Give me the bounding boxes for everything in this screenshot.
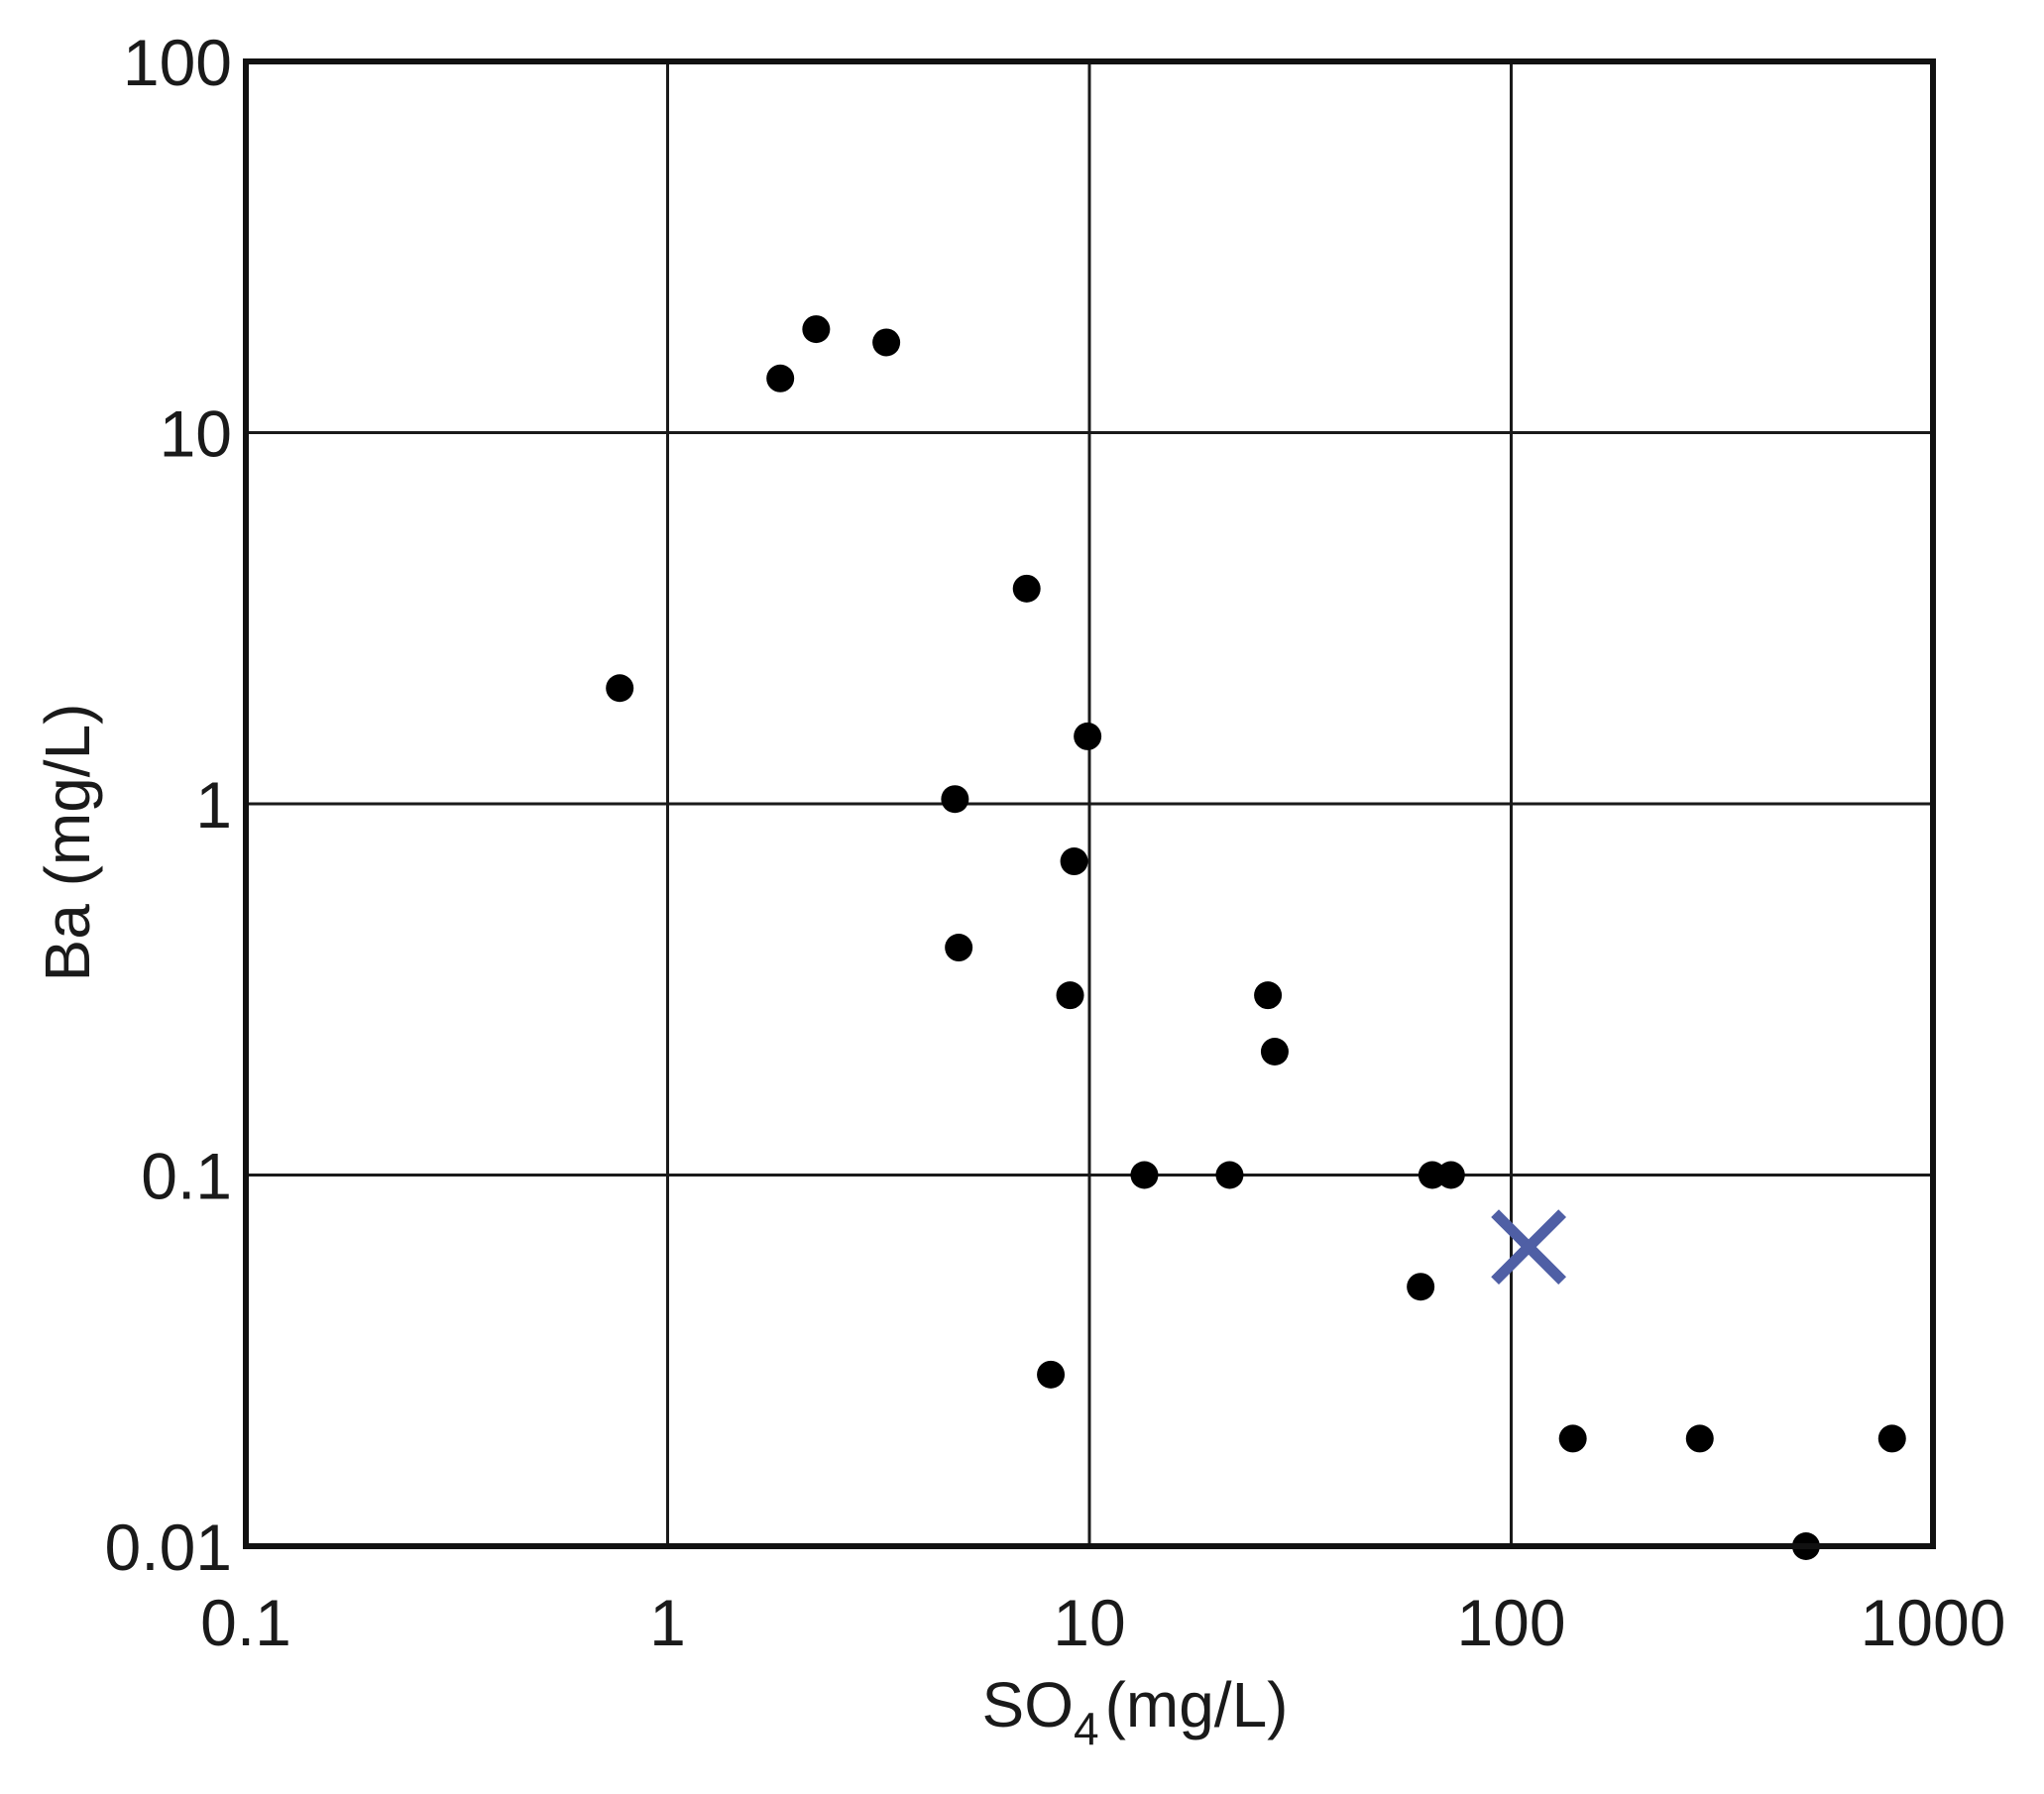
grid-lines xyxy=(244,59,1935,1548)
data-point xyxy=(1254,981,1283,1010)
data-point xyxy=(1012,574,1041,603)
data-point xyxy=(941,785,969,814)
y-axis-title: Ba (mg/L) xyxy=(32,704,103,982)
data-point xyxy=(1558,1424,1587,1453)
data-point xyxy=(1685,1424,1714,1453)
x-axis-title: SO4(mg/L) xyxy=(982,1669,1289,1754)
data-point xyxy=(802,315,831,344)
y-tick-label: 1 xyxy=(195,768,232,841)
data-points xyxy=(606,315,1906,1560)
x-axis-title-subscript: 4 xyxy=(1074,1703,1099,1754)
data-point xyxy=(945,934,973,962)
data-point xyxy=(1407,1273,1435,1301)
x-axis-title-unit: (mg/L) xyxy=(1105,1669,1289,1740)
data-point xyxy=(872,328,901,357)
x-tick-labels: 0.1 1 10 100 1000 xyxy=(200,1586,2005,1659)
data-point xyxy=(1130,1161,1159,1189)
x-tick-label: 1 xyxy=(649,1586,686,1659)
y-tick-label: 100 xyxy=(123,26,232,99)
data-point xyxy=(1215,1161,1244,1189)
x-tick-label: 1000 xyxy=(1861,1586,2006,1659)
x-tick-label: 0.1 xyxy=(200,1586,291,1659)
y-tick-labels: 0.01 0.1 1 10 100 xyxy=(105,26,232,1584)
x-marker-point xyxy=(1491,1209,1567,1285)
y-tick-label: 0.01 xyxy=(105,1511,232,1584)
y-tick-label: 10 xyxy=(160,397,232,471)
data-point xyxy=(1877,1424,1906,1453)
data-point xyxy=(1056,981,1084,1010)
data-point xyxy=(1074,722,1102,750)
y-tick-label: 0.1 xyxy=(141,1140,232,1213)
plot-frame xyxy=(243,58,1936,1549)
x-axis-title-main: SO xyxy=(982,1669,1074,1740)
x-tick-label: 10 xyxy=(1053,1586,1125,1659)
data-point xyxy=(766,364,795,392)
data-point xyxy=(1060,847,1088,876)
data-point xyxy=(606,674,634,703)
data-point xyxy=(1436,1161,1465,1189)
data-point xyxy=(1260,1038,1289,1066)
data-point xyxy=(1037,1360,1066,1389)
x-tick-label: 100 xyxy=(1456,1586,1565,1659)
